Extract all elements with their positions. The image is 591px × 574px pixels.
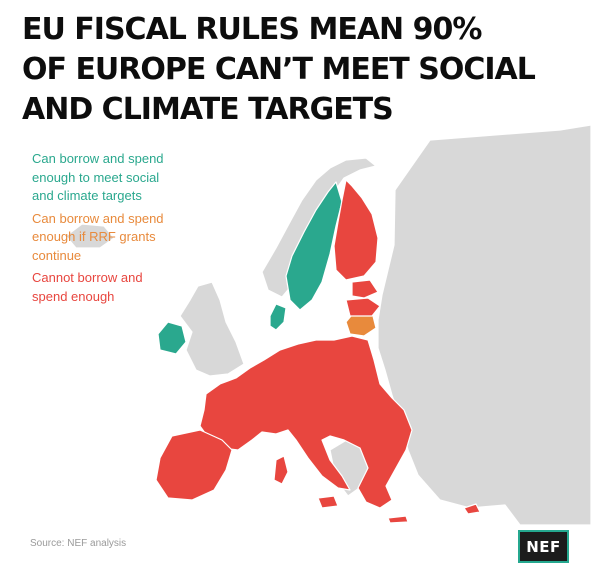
europe-map	[65, 125, 591, 525]
legend-line: and climate targets	[32, 188, 142, 203]
region-estonia	[351, 279, 379, 299]
legend-item-rrf: Can borrow and spend enough if RRF grant…	[32, 210, 222, 266]
region-gb	[179, 281, 245, 377]
logo-text: NEF	[526, 537, 561, 556]
region-cyprus	[463, 503, 481, 515]
map-legend: Can borrow and spend enough to meet soci…	[32, 150, 222, 310]
legend-line: continue	[32, 247, 82, 263]
nef-logo: NEF	[518, 530, 569, 563]
legend-item-cannot-spend: Cannot borrow and spend enough	[32, 269, 222, 306]
source-note: Source: NEF analysis	[30, 538, 127, 549]
region-latvia	[345, 297, 381, 317]
region-ireland	[157, 321, 187, 355]
legend-line: spend enough	[32, 288, 115, 304]
title-line-2: OF EUROPE CAN’T MEET SOCIAL	[22, 52, 536, 87]
region-sardinia	[273, 455, 289, 485]
region-sicily	[317, 495, 339, 509]
region-sweden	[285, 181, 343, 311]
legend-line: Cannot borrow and	[32, 270, 143, 285]
legend-line: Can borrow and spend	[32, 210, 164, 226]
region-iceland	[65, 223, 115, 249]
region-continental-eu	[199, 335, 413, 509]
region-iberia	[155, 429, 233, 501]
page-title: EU FISCAL RULES MEAN 90% OF EUROPE CAN’T…	[22, 10, 582, 130]
legend-line: Can borrow and spend	[32, 151, 164, 166]
legend-item-can-spend: Can borrow and spend enough to meet soci…	[32, 150, 222, 206]
teal-countries	[157, 181, 343, 355]
title-line-3: AND CLIMATE TARGETS	[22, 92, 394, 127]
region-denmark	[269, 303, 287, 331]
legend-line: enough to meet social	[32, 169, 160, 185]
legend-line: enough if RRF grants	[32, 229, 156, 244]
region-finland	[333, 179, 379, 281]
region-east	[377, 125, 591, 525]
red-countries	[155, 179, 481, 524]
title-line-1: EU FISCAL RULES MEAN 90%	[22, 12, 482, 47]
region-crete	[387, 515, 409, 524]
